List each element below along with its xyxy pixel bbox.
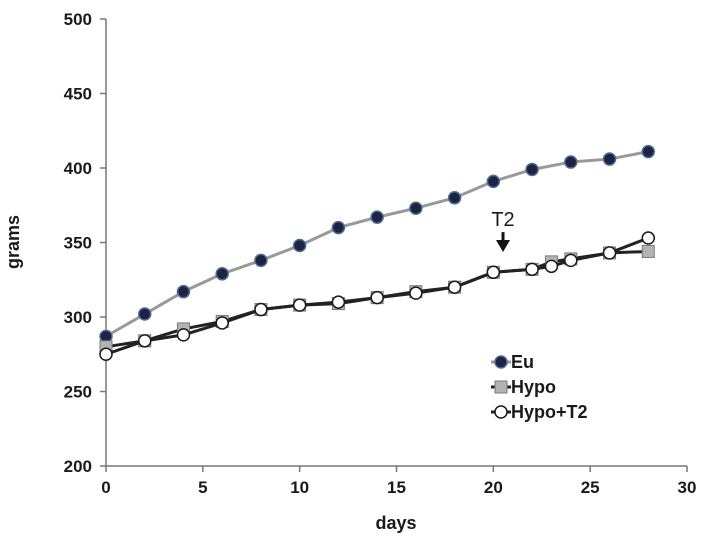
x-tick-label: 25 bbox=[581, 478, 600, 497]
data-point-eu bbox=[292, 238, 307, 253]
y-tick-label: 400 bbox=[64, 159, 92, 178]
y-tick-label: 200 bbox=[64, 457, 92, 476]
series-line-hypo-t2 bbox=[105, 236, 649, 356]
data-point-hypo-t2 bbox=[486, 265, 501, 280]
x-axis-title: days bbox=[375, 513, 416, 533]
data-point-hypo-t2 bbox=[641, 231, 656, 245]
data-point-hypo-t2 bbox=[409, 286, 423, 300]
y-tick-label: 300 bbox=[64, 308, 92, 327]
series-eu bbox=[99, 144, 656, 344]
data-point-hypo-t2 bbox=[137, 334, 152, 348]
data-point-hypo-t2 bbox=[370, 290, 384, 305]
data-point-eu bbox=[641, 144, 656, 159]
x-tick-label: 5 bbox=[198, 478, 207, 497]
data-point-eu bbox=[370, 210, 384, 224]
x-tick-label: 0 bbox=[101, 478, 110, 497]
x-tick-label: 30 bbox=[678, 478, 697, 497]
data-point-hypo-t2 bbox=[176, 328, 191, 342]
data-point-eu bbox=[564, 155, 578, 169]
data-point-hypo-t2 bbox=[544, 259, 559, 274]
data-point-eu bbox=[137, 307, 152, 321]
y-tick-label: 350 bbox=[64, 234, 92, 253]
y-axis-title: grams bbox=[3, 215, 23, 269]
data-point-hypo-t2 bbox=[564, 253, 578, 268]
series-line-eu bbox=[105, 150, 649, 338]
legend-marker bbox=[494, 405, 508, 419]
x-tick-label: 20 bbox=[484, 478, 503, 497]
data-point-hypo-t2 bbox=[525, 262, 539, 277]
data-point-eu bbox=[447, 191, 462, 205]
annotation-arrow-head bbox=[496, 239, 511, 252]
data-point-eu bbox=[525, 162, 539, 177]
legend-item-hypo: Hypo bbox=[491, 377, 556, 397]
legend: Eu Hypo Hypo+T2 bbox=[491, 352, 588, 422]
annotation-label: T2 bbox=[491, 209, 514, 231]
data-point-hypo-t2 bbox=[99, 347, 113, 361]
legend-item-hypo-t2: Hypo+T2 bbox=[491, 402, 588, 422]
y-tick-label: 500 bbox=[64, 10, 92, 29]
series bbox=[99, 144, 656, 361]
data-point-eu bbox=[409, 201, 423, 215]
data-point-hypo bbox=[641, 244, 655, 258]
data-point-eu bbox=[215, 267, 229, 281]
data-point-hypo-t2 bbox=[292, 298, 307, 312]
legend-marker bbox=[494, 380, 508, 394]
legend-marker bbox=[494, 355, 508, 369]
legend-label: Eu bbox=[511, 352, 534, 372]
data-point-hypo-t2 bbox=[254, 302, 268, 317]
y-tick-label: 250 bbox=[64, 383, 92, 402]
data-point-hypo-t2 bbox=[447, 280, 462, 294]
legend-item-eu: Eu bbox=[491, 352, 534, 372]
data-point-eu bbox=[602, 152, 617, 166]
legend-label: Hypo+T2 bbox=[511, 402, 588, 422]
data-point-eu bbox=[176, 284, 191, 299]
x-tick-label: 15 bbox=[387, 478, 406, 497]
data-point-eu bbox=[331, 220, 346, 235]
series-hypo-t2 bbox=[99, 231, 656, 361]
legend-label: Hypo bbox=[511, 377, 556, 397]
x-tick-label: 10 bbox=[290, 478, 309, 497]
data-point-eu bbox=[486, 174, 501, 189]
data-point-eu bbox=[254, 253, 268, 268]
data-point-hypo-t2 bbox=[215, 316, 229, 330]
annotations: T2 bbox=[491, 209, 515, 252]
data-point-hypo-t2 bbox=[602, 246, 617, 260]
y-tick-label: 450 bbox=[64, 85, 92, 104]
ticks: 0 5 10 15 20 25 30 200 250 300 350 400 450 500 bbox=[64, 10, 697, 497]
data-point-hypo-t2 bbox=[331, 295, 346, 309]
